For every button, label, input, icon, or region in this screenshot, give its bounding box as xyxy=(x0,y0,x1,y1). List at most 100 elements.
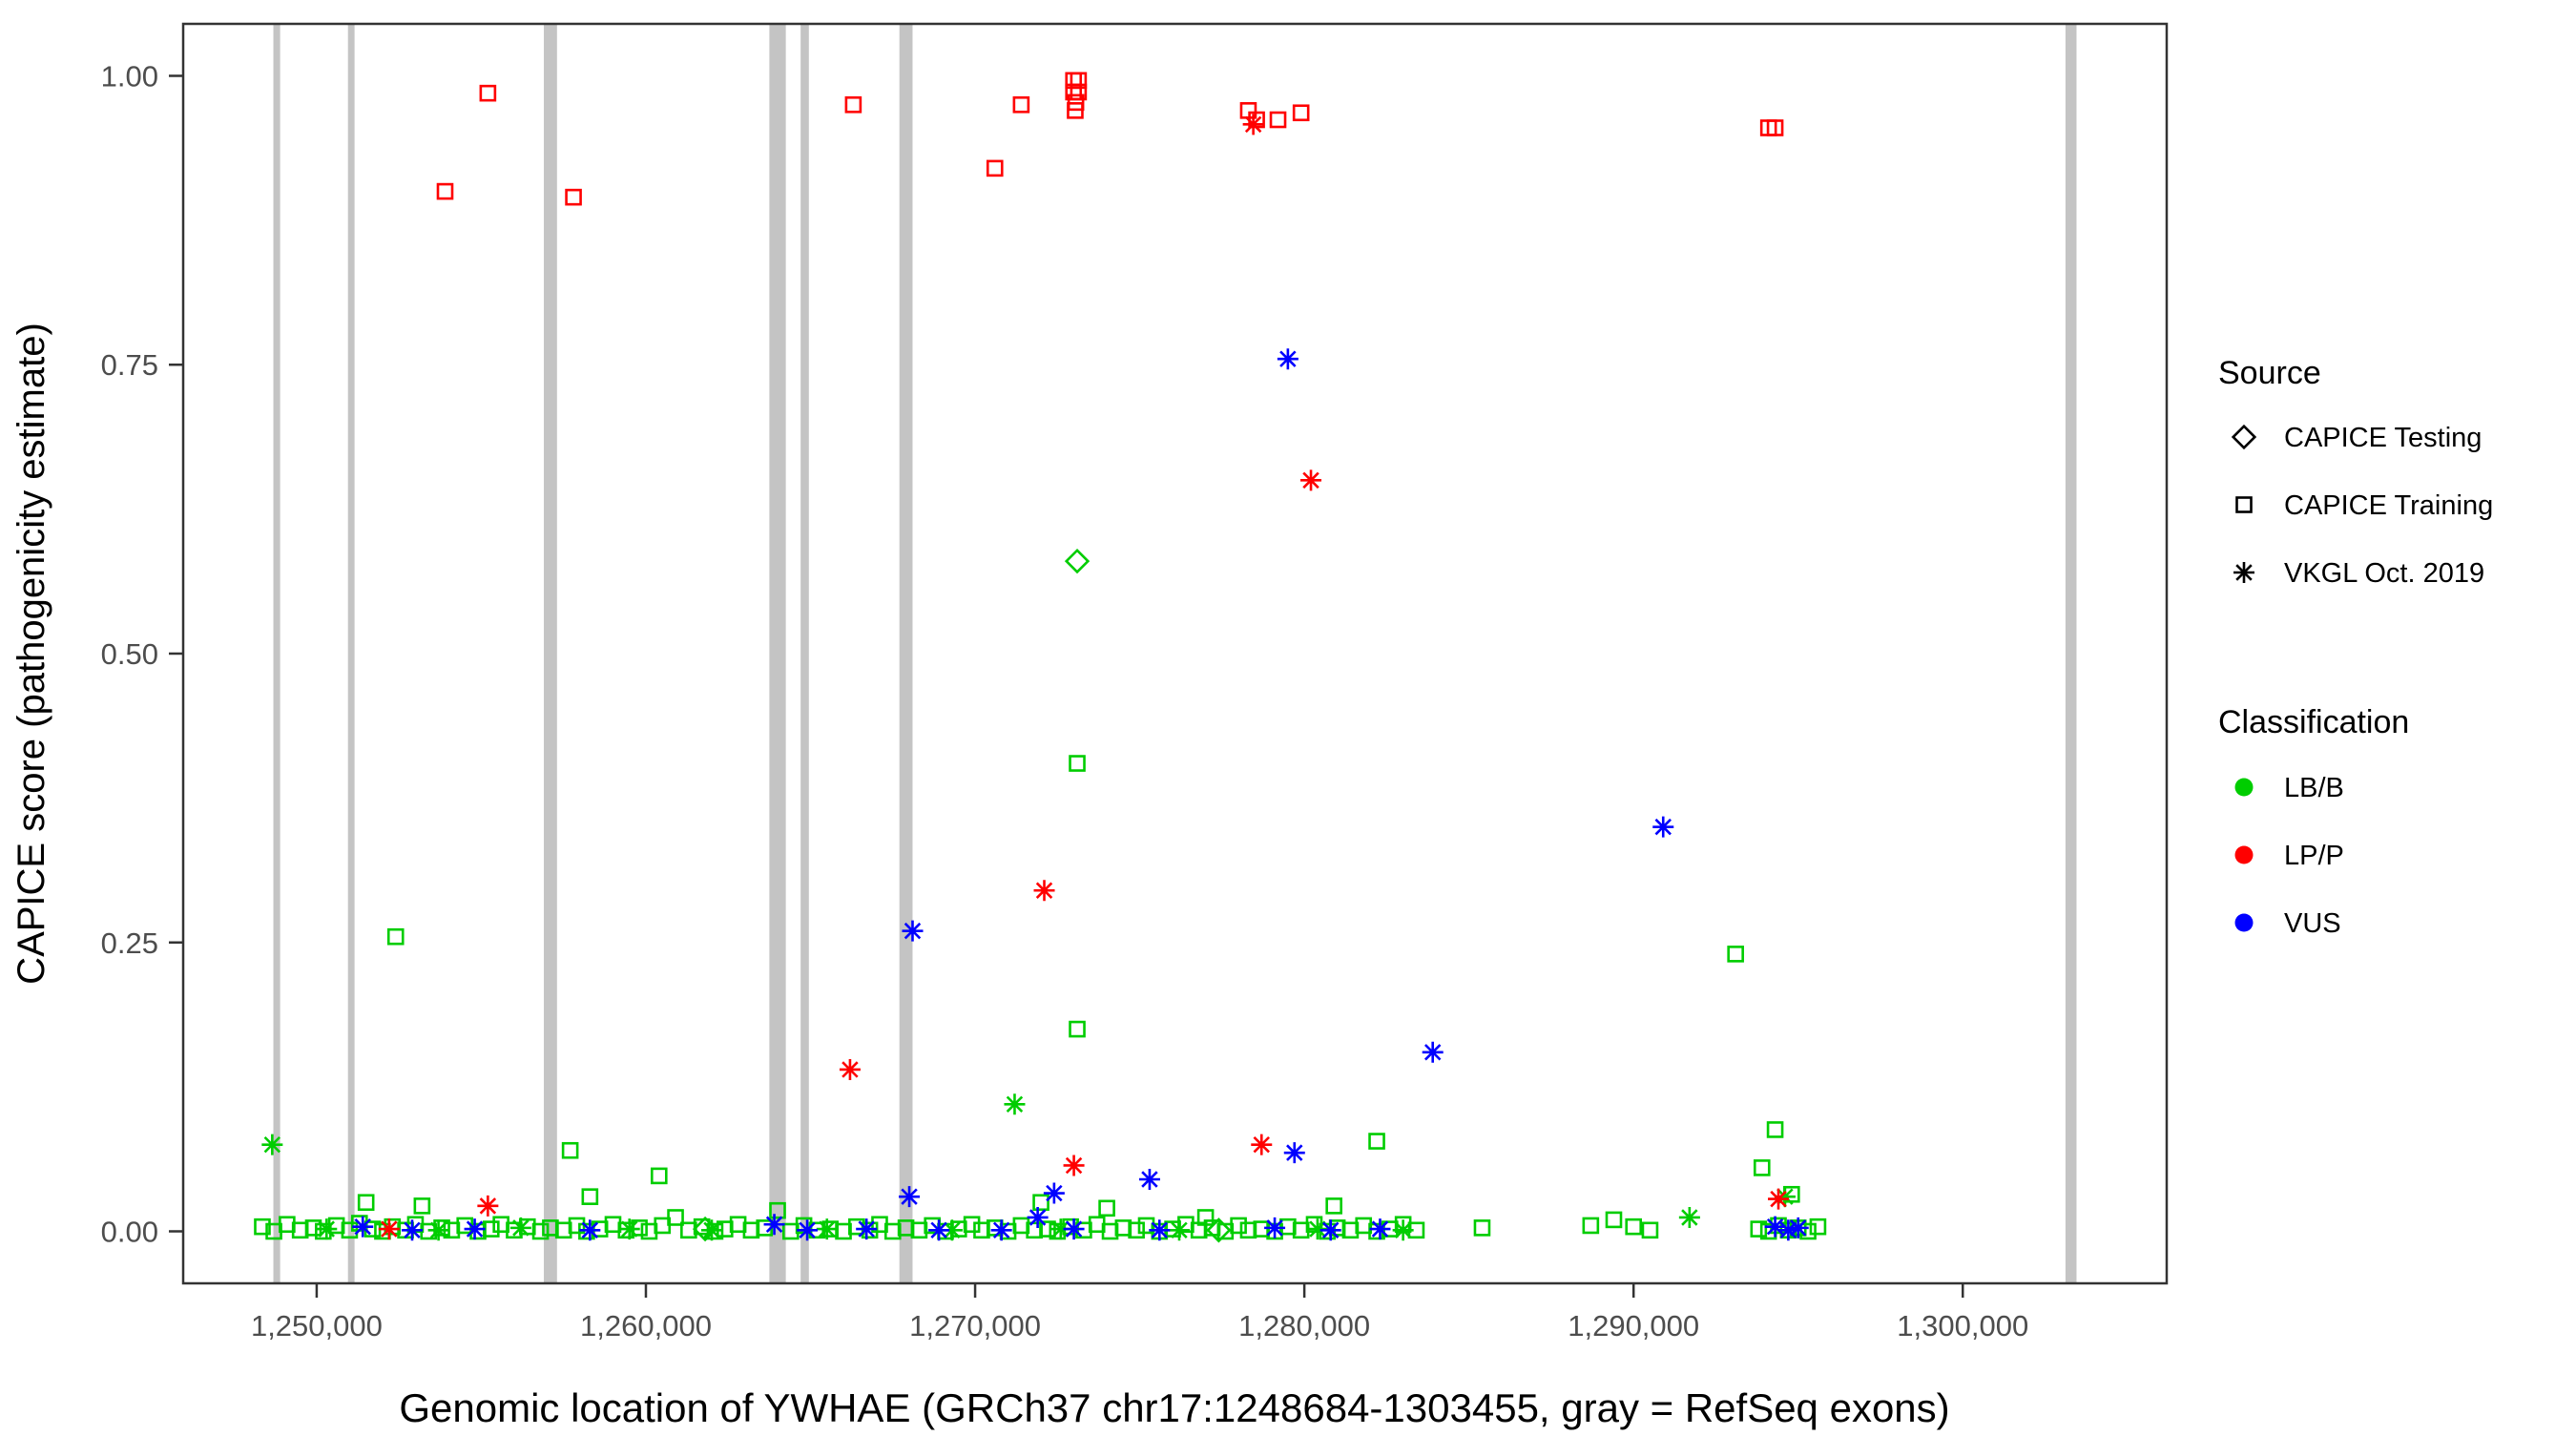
data-point-asterisk xyxy=(1242,114,1264,135)
data-point-square xyxy=(254,1217,271,1236)
data-point-square xyxy=(1809,1217,1827,1236)
data-point-square xyxy=(2235,496,2253,513)
data-point-square xyxy=(986,159,1004,177)
plot-panel xyxy=(183,24,2167,1283)
data-point-square xyxy=(1069,1020,1086,1038)
exon-bar xyxy=(544,24,557,1283)
x-tick-label: 1,250,000 xyxy=(251,1309,383,1342)
data-point-asterisk xyxy=(1787,1217,1809,1238)
y-axis: 0.00 0.25 0.50 0.75 1.00 xyxy=(101,59,183,1249)
x-tick-label: 1,260,000 xyxy=(580,1309,712,1342)
data-point-asterisk xyxy=(1768,1188,1790,1210)
data-point-asterisk xyxy=(1678,1206,1700,1228)
y-tick-label: 0.00 xyxy=(101,1216,158,1249)
data-point-square xyxy=(357,1194,375,1212)
data-point-square xyxy=(1605,1211,1623,1229)
data-point-square xyxy=(769,1201,786,1219)
data-point-square xyxy=(1070,83,1088,101)
data-point-asterisk xyxy=(1264,1217,1286,1238)
data-point-asterisk xyxy=(1063,1218,1085,1240)
data-point-diamond xyxy=(692,1216,718,1242)
data-point-asterisk xyxy=(1149,1219,1171,1241)
data-point-asterisk xyxy=(1277,348,1298,370)
data-point-square xyxy=(844,95,862,114)
data-point-asterisk xyxy=(701,1219,723,1241)
data-point-square xyxy=(436,182,454,200)
data-point-asterisk xyxy=(1004,1093,1026,1115)
x-axis-title: Genomic location of YWHAE (GRCh37 chr17:… xyxy=(399,1385,1949,1430)
data-point-asterisk xyxy=(579,1219,601,1241)
data-point-asterisk xyxy=(401,1219,423,1241)
x-tick-label: 1,270,000 xyxy=(909,1309,1041,1342)
data-point-square xyxy=(386,927,405,946)
x-tick-label: 1,290,000 xyxy=(1568,1309,1699,1342)
data-point-asterisk xyxy=(839,1058,861,1080)
legend-classification-label: VUS xyxy=(2284,908,2341,939)
data-point-square xyxy=(1582,1217,1600,1235)
data-point-square xyxy=(1766,1121,1784,1138)
data-point-asterisk xyxy=(1422,1041,1444,1063)
data-point-asterisk xyxy=(941,1219,963,1241)
exon-bar xyxy=(769,24,786,1283)
legend-classification-items: LB/B LP/P VUS xyxy=(2234,773,2344,939)
data-point-asterisk xyxy=(1369,1218,1391,1240)
data-point-asterisk xyxy=(816,1218,838,1240)
data-point-square xyxy=(413,1197,431,1215)
data-point-square xyxy=(561,1141,579,1159)
data-point-asterisk xyxy=(378,1218,400,1240)
x-tick-label: 1,280,000 xyxy=(1238,1309,1370,1342)
data-point-square xyxy=(479,84,497,102)
data-point-square xyxy=(1269,111,1287,129)
data-point-square xyxy=(963,1216,981,1234)
data-point-asterisk xyxy=(477,1195,499,1217)
data-point-asterisk xyxy=(1777,1219,1799,1241)
data-point-asterisk xyxy=(1319,1219,1341,1241)
data-point-square xyxy=(531,1222,550,1240)
data-point-diamond xyxy=(1064,548,1091,574)
legend-classification-label: LP/P xyxy=(2284,841,2344,871)
legend: Source CAPICE Testing CAPICE Training VKGL… xyxy=(2218,355,2493,939)
data-point-asterisk xyxy=(2233,562,2254,583)
y-axis-title: CAPICE score (pathogenicity estimate) xyxy=(10,323,52,985)
data-point-square xyxy=(1012,95,1030,114)
exon-bars xyxy=(273,24,2077,1283)
data-point-asterisk xyxy=(427,1219,449,1241)
data-point-diamond xyxy=(1206,1217,1232,1243)
data-point-asterisk xyxy=(352,1216,374,1238)
legend-classification-label: LB/B xyxy=(2284,773,2344,803)
data-point-asterisk xyxy=(618,1218,640,1240)
y-tick-label: 0.50 xyxy=(101,637,158,671)
data-point-asterisk xyxy=(509,1217,531,1238)
data-points xyxy=(254,72,1827,1243)
y-tick-label: 0.25 xyxy=(101,926,158,960)
data-point-square xyxy=(1368,1133,1385,1150)
data-point-square xyxy=(565,188,582,206)
data-point-diamond xyxy=(2231,424,2257,450)
data-point-square xyxy=(1641,1221,1659,1239)
data-point-square xyxy=(1727,946,1744,963)
data-point-asterisk xyxy=(902,920,924,942)
exon-bar xyxy=(800,24,809,1283)
data-point-asterisk xyxy=(797,1219,819,1241)
data-point-asterisk xyxy=(1027,1206,1049,1228)
data-point-square xyxy=(1069,755,1086,772)
data-point-square xyxy=(1128,1221,1145,1239)
legend-classification-dot xyxy=(2234,778,2254,797)
exon-bar xyxy=(347,24,355,1283)
data-point-square xyxy=(581,1188,599,1205)
x-tick-label: 1,300,000 xyxy=(1897,1309,2028,1342)
legend-classification-title: Classification xyxy=(2218,704,2409,740)
data-point-square xyxy=(667,1209,684,1226)
legend-source-items: CAPICE Testing CAPICE Training VKGL Oct. 2… xyxy=(2231,423,2493,589)
data-point-asterisk xyxy=(763,1214,785,1236)
data-point-square xyxy=(1473,1219,1491,1237)
data-point-asterisk xyxy=(316,1218,338,1240)
data-point-asterisk xyxy=(1764,1216,1786,1238)
data-point-asterisk xyxy=(1774,1186,1796,1208)
data-point-asterisk xyxy=(1033,880,1055,902)
data-point-square xyxy=(1067,102,1084,119)
data-point-asterisk xyxy=(261,1134,283,1155)
data-point-asterisk xyxy=(1049,1218,1071,1240)
data-point-asterisk xyxy=(1138,1169,1160,1191)
y-tick-label: 0.75 xyxy=(101,348,158,382)
